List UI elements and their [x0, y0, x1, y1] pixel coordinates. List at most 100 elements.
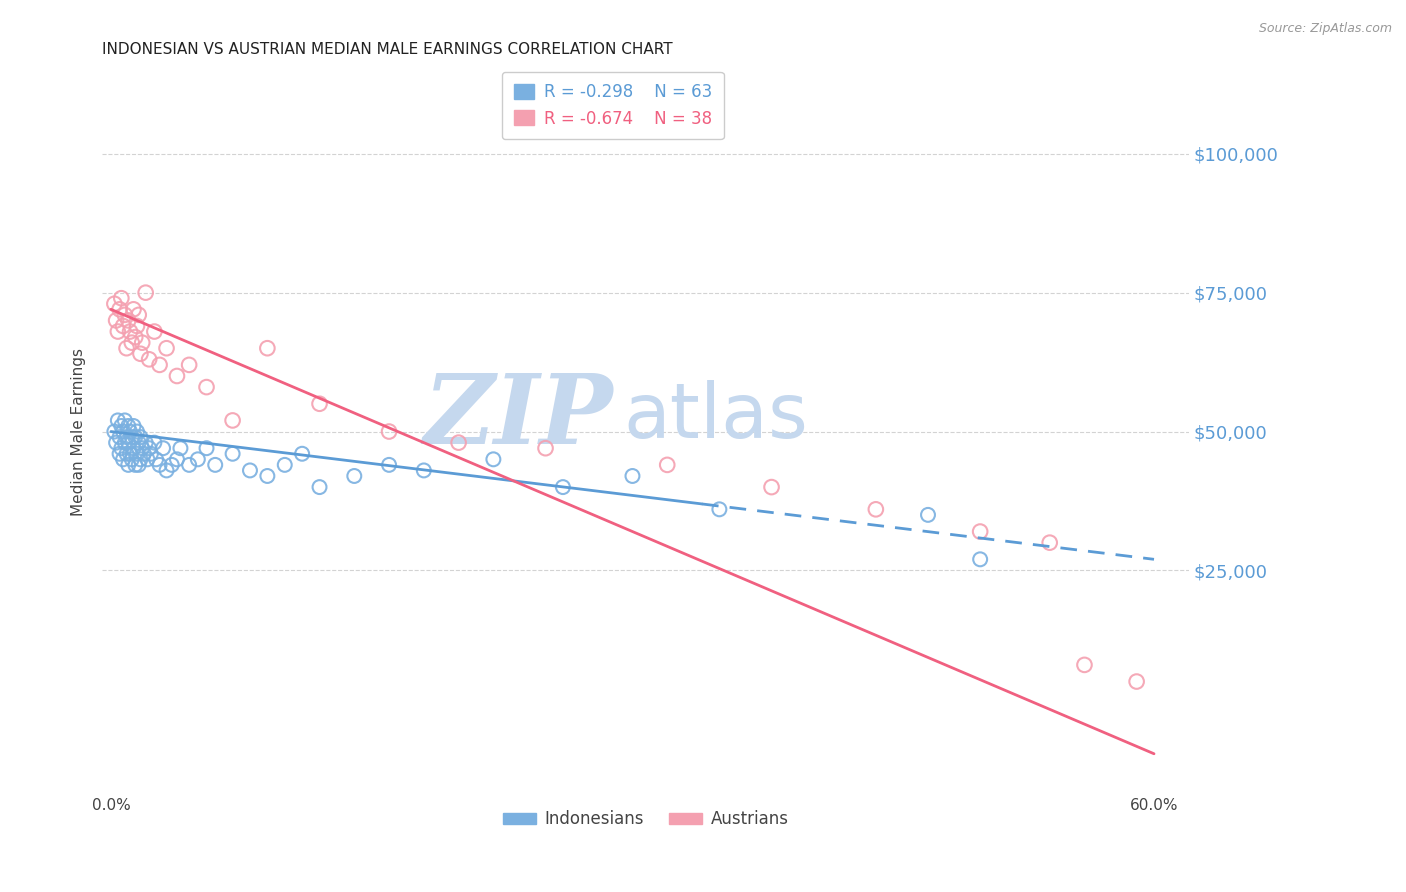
Point: [195, 380, 218, 394]
Point: [128, 308, 150, 322]
Point: [117, 419, 139, 434]
Point: [160, 458, 183, 472]
Point: [110, 419, 132, 434]
Point: [128, 458, 150, 472]
Point: [129, 452, 152, 467]
Point: [115, 430, 138, 444]
Point: [124, 458, 146, 472]
Point: [1073, 657, 1095, 672]
Point: [112, 452, 135, 467]
Point: [166, 452, 188, 467]
Point: [122, 419, 145, 434]
Point: [132, 447, 155, 461]
Point: [143, 325, 166, 339]
Point: [108, 302, 131, 317]
Point: [125, 447, 148, 461]
Point: [131, 335, 153, 350]
Point: [179, 458, 201, 472]
Point: [709, 502, 731, 516]
Text: INDONESIAN VS AUSTRIAN MEDIAN MALE EARNINGS CORRELATION CHART: INDONESIAN VS AUSTRIAN MEDIAN MALE EARNI…: [103, 42, 673, 57]
Point: [534, 441, 557, 455]
Point: [187, 452, 209, 467]
Point: [195, 441, 218, 455]
Point: [114, 435, 136, 450]
Point: [308, 480, 330, 494]
Point: [121, 452, 143, 467]
Point: [761, 480, 783, 494]
Point: [117, 458, 139, 472]
Point: [239, 463, 262, 477]
Point: [135, 435, 157, 450]
Point: [621, 469, 644, 483]
Point: [108, 447, 131, 461]
Point: [125, 425, 148, 439]
Point: [112, 425, 135, 439]
Point: [112, 318, 135, 333]
Point: [179, 358, 201, 372]
Point: [115, 341, 138, 355]
Point: [138, 441, 160, 455]
Point: [256, 341, 278, 355]
Point: [105, 435, 128, 450]
Point: [169, 441, 191, 455]
Point: [166, 369, 188, 384]
Point: [124, 430, 146, 444]
Point: [108, 430, 131, 444]
Point: [122, 441, 145, 455]
Point: [124, 330, 146, 344]
Point: [969, 552, 991, 566]
Point: [551, 480, 574, 494]
Point: [274, 458, 297, 472]
Point: [103, 425, 125, 439]
Point: [110, 291, 132, 305]
Point: [118, 325, 141, 339]
Point: [152, 441, 174, 455]
Text: ZIP: ZIP: [423, 370, 613, 464]
Point: [136, 452, 159, 467]
Point: [107, 325, 129, 339]
Point: [412, 463, 434, 477]
Text: atlas: atlas: [624, 380, 808, 454]
Point: [129, 430, 152, 444]
Point: [155, 463, 177, 477]
Point: [118, 425, 141, 439]
Point: [117, 435, 139, 450]
Point: [149, 358, 172, 372]
Point: [378, 425, 401, 439]
Point: [105, 313, 128, 327]
Point: [143, 435, 166, 450]
Point: [110, 441, 132, 455]
Point: [657, 458, 679, 472]
Text: Source: ZipAtlas.com: Source: ZipAtlas.com: [1258, 22, 1392, 36]
Point: [114, 308, 136, 322]
Point: [139, 447, 162, 461]
Point: [117, 313, 139, 327]
Point: [378, 458, 401, 472]
Point: [865, 502, 887, 516]
Point: [1039, 535, 1062, 549]
Point: [121, 335, 143, 350]
Point: [482, 452, 505, 467]
Point: [221, 447, 243, 461]
Point: [125, 318, 148, 333]
Point: [343, 469, 366, 483]
Point: [114, 413, 136, 427]
Point: [308, 397, 330, 411]
Point: [131, 441, 153, 455]
Point: [107, 413, 129, 427]
Point: [1125, 674, 1147, 689]
Point: [135, 285, 157, 300]
Point: [122, 302, 145, 317]
Point: [138, 352, 160, 367]
Point: [115, 447, 138, 461]
Point: [291, 447, 314, 461]
Point: [129, 347, 152, 361]
Point: [155, 341, 177, 355]
Point: [447, 435, 470, 450]
Y-axis label: Median Male Earnings: Median Male Earnings: [72, 348, 86, 516]
Point: [149, 458, 172, 472]
Point: [221, 413, 243, 427]
Point: [145, 452, 167, 467]
Point: [103, 297, 125, 311]
Point: [969, 524, 991, 539]
